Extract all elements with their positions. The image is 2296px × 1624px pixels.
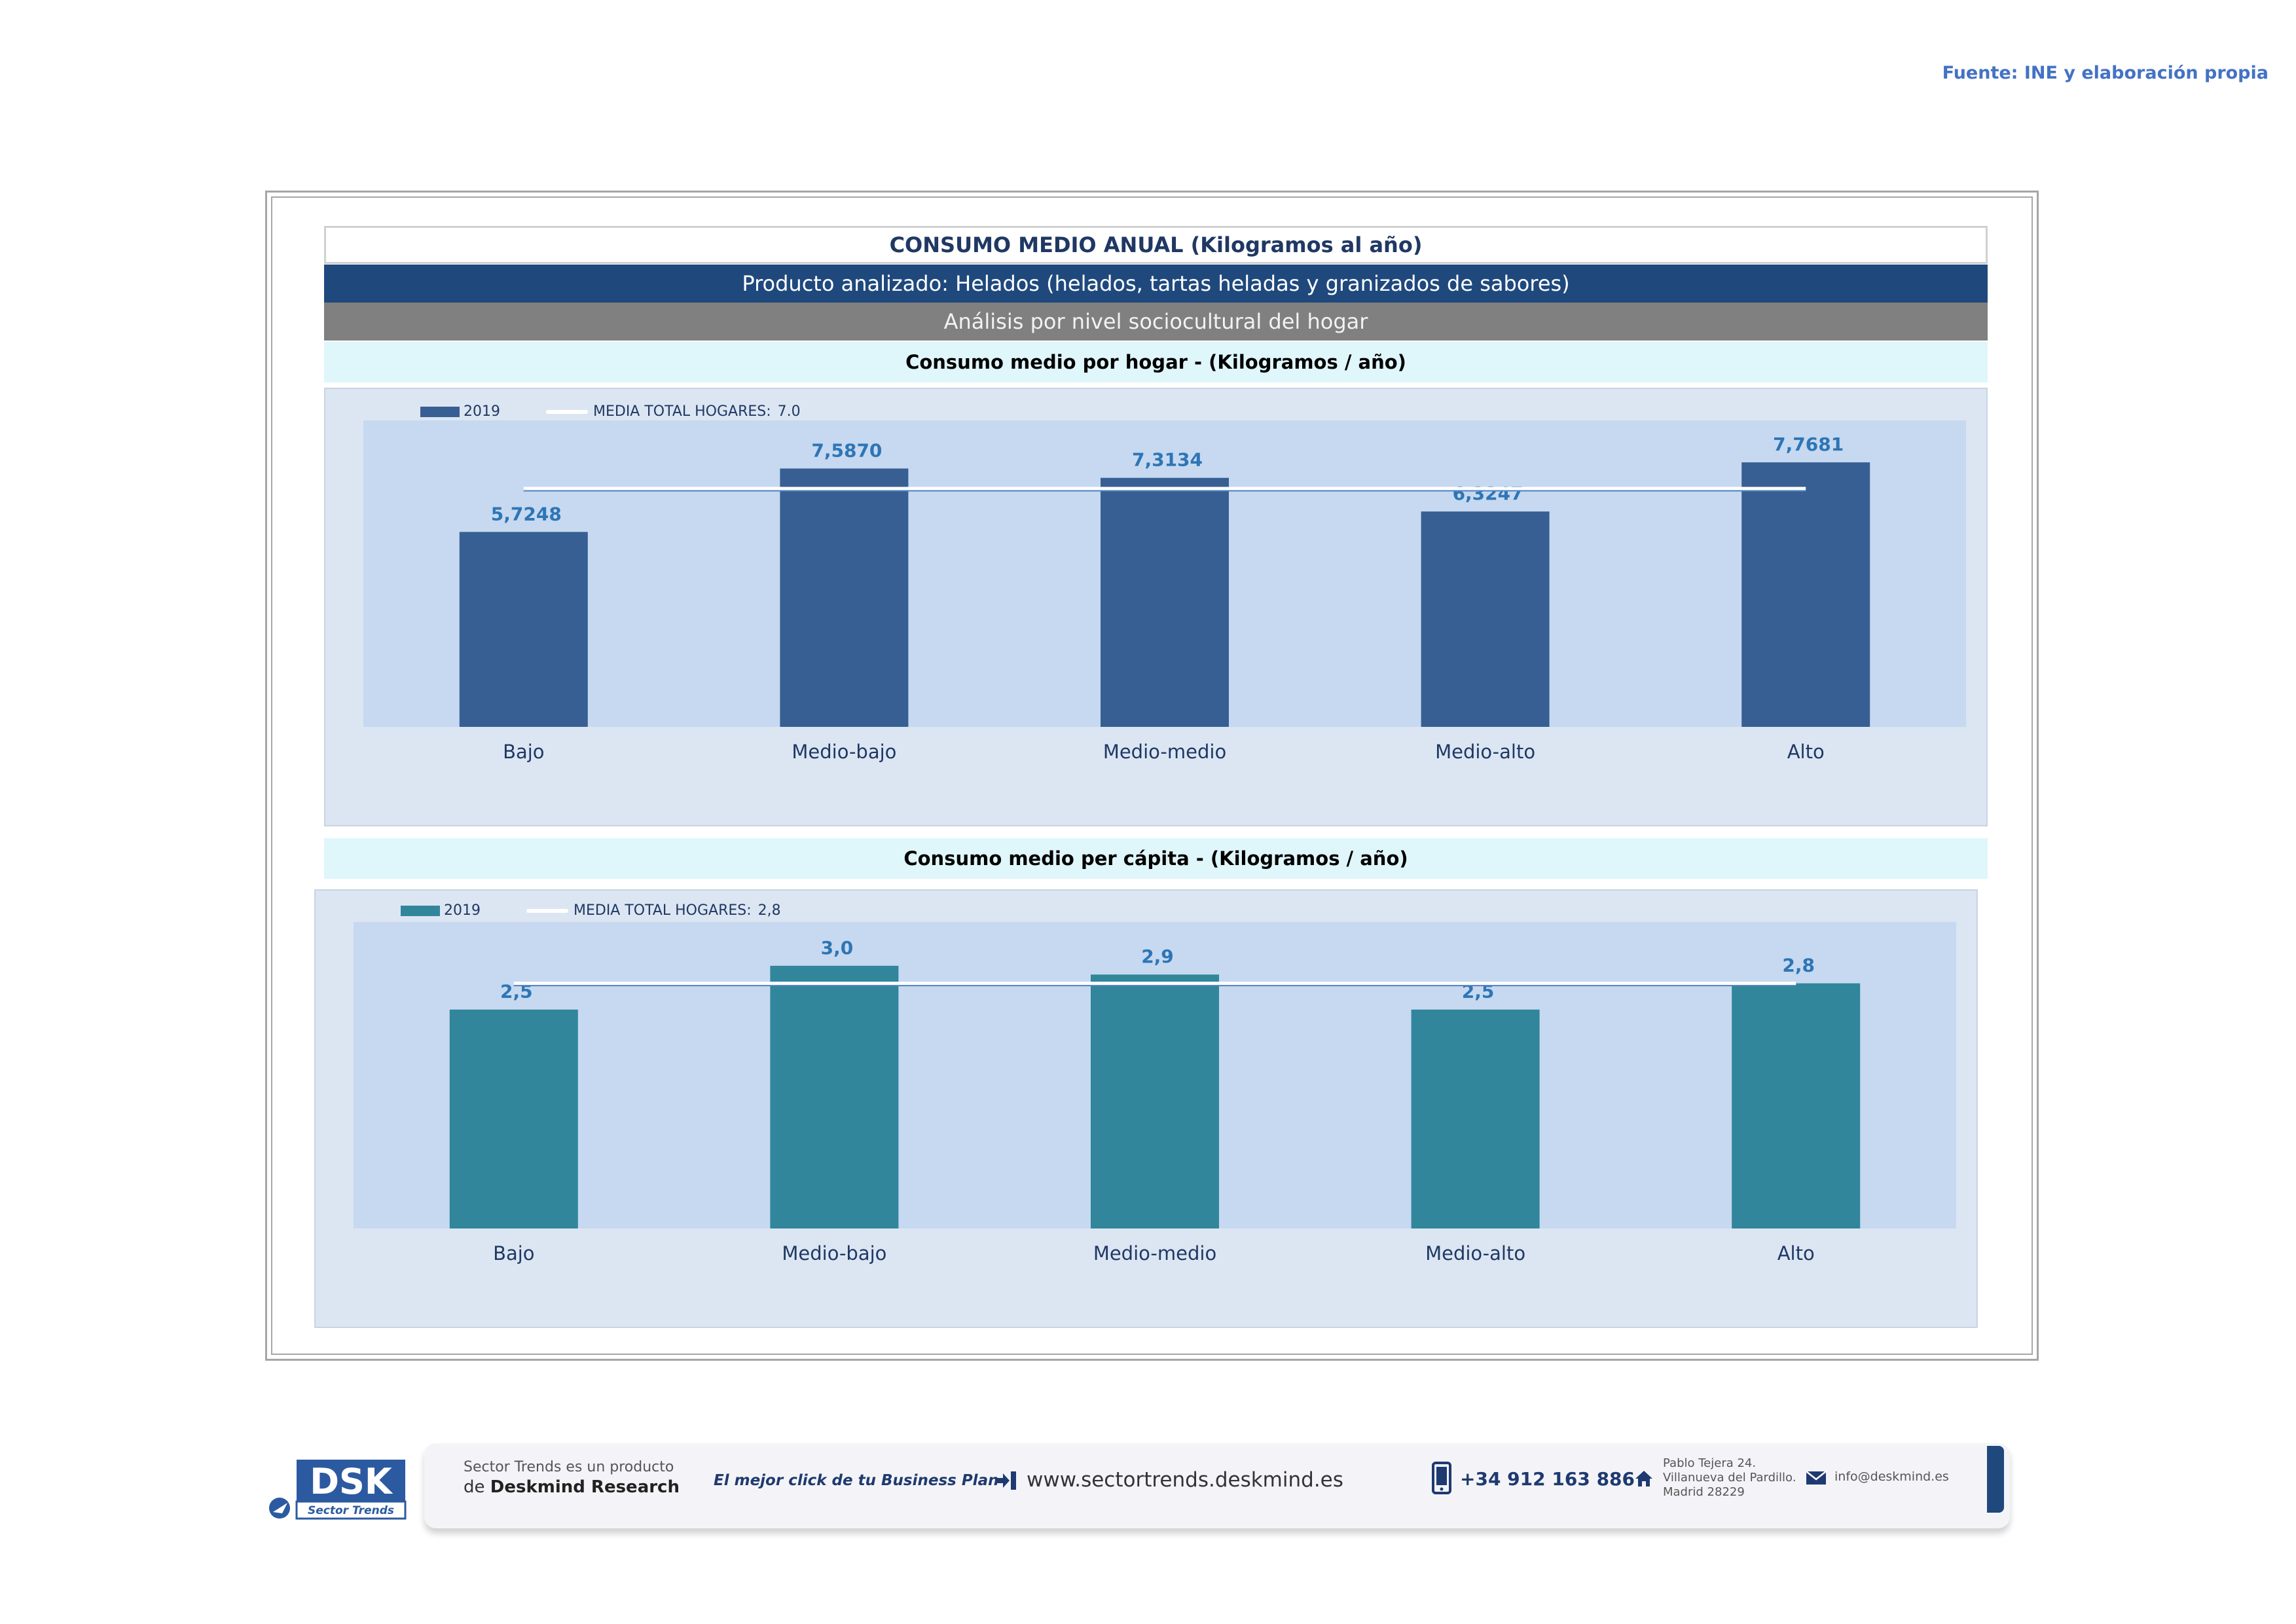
dsk-logo: DSK Sector Trends (265, 1460, 407, 1520)
bar-bajo (459, 532, 588, 727)
data-label-alto: 2,8 (1782, 955, 1815, 976)
chart1-legend: 2019 MEDIA TOTAL HOGARES: 7.0 (420, 403, 801, 420)
footer-product-line2: de Deskmind Research (464, 1477, 680, 1497)
arrow-in-icon (994, 1469, 1019, 1492)
legend-reference-value: 7.0 (777, 403, 801, 420)
tick-label-bajo: Bajo (503, 741, 544, 763)
legend-swatch-2019 (401, 905, 440, 916)
bar-medio-alto (1421, 511, 1550, 727)
address-line-2: Villanueva del Pardillo. (1663, 1471, 1796, 1485)
footer-website[interactable]: www.sectortrends.deskmind.es (1027, 1468, 1343, 1492)
address-line-3: Madrid 28229 (1663, 1485, 1745, 1499)
data-label-medio-medio: 2,9 (1141, 946, 1174, 967)
tick-label-medio-alto: Medio-alto (1435, 741, 1535, 763)
chart1-svg: 5,7248 Bajo 7,5870 Medio-bajo 7,3134 Medio-me… (363, 420, 1966, 763)
legend-swatch-2019 (420, 406, 460, 417)
legend-line-swatch (526, 908, 568, 913)
tick-label-medio-medio: Medio-medio (1103, 741, 1226, 763)
report-title: CONSUMO MEDIO ANUAL (Kilogramos al año) (324, 226, 1988, 264)
tick-label-alto: Alto (1777, 1242, 1815, 1264)
data-label-medio-alto: 6,3247 (1453, 483, 1523, 504)
mail-icon (1806, 1471, 1827, 1485)
tick-label-medio-bajo: Medio-bajo (792, 741, 896, 763)
product-banner: Producto analizado: Helados (helados, ta… (324, 265, 1988, 303)
tick-label-medio-medio: Medio-medio (1093, 1242, 1216, 1264)
chart1-title: Consumo medio por hogar - (Kilogramos / … (324, 342, 1988, 382)
bar-medio-alto (1411, 1009, 1540, 1228)
data-label-bajo: 5,7248 (491, 503, 562, 525)
bar-medio-bajo (780, 468, 909, 727)
tick-label-medio-bajo: Medio-bajo (782, 1242, 886, 1264)
home-icon (1634, 1469, 1654, 1488)
phone-icon (1431, 1462, 1452, 1494)
legend-series-label: 2019 (444, 902, 481, 919)
legend-line-swatch (546, 409, 588, 414)
bar-bajo (449, 1009, 578, 1228)
data-label-alto: 7,7681 (1773, 434, 1844, 455)
footer-phone[interactable]: +34 912 163 886 (1460, 1468, 1635, 1490)
analysis-banner: Análisis por nivel sociocultural del hog… (324, 303, 1988, 341)
bar-alto (1732, 983, 1861, 1228)
bar-medio-medio (1101, 477, 1229, 727)
tick-label-bajo: Bajo (493, 1242, 534, 1264)
footer-email[interactable]: info@deskmind.es (1834, 1469, 1949, 1484)
bar-medio-bajo (770, 965, 899, 1228)
data-label-medio-bajo: 3,0 (821, 937, 854, 959)
footer-product-prefix: de (464, 1477, 485, 1497)
data-label-medio-medio: 7,3134 (1132, 449, 1203, 471)
source-note: Fuente: INE y elaboración propia (1942, 63, 2269, 83)
legend-series-label: 2019 (464, 403, 500, 420)
footer-product-line1: Sector Trends es un producto (464, 1459, 674, 1475)
footer-bar (424, 1443, 2010, 1528)
bar-alto (1741, 462, 1870, 727)
report-frame (265, 191, 2039, 1361)
address-line-1: Pablo Tejera 24. (1663, 1456, 1757, 1470)
legend-reference-value: 2,8 (757, 902, 781, 919)
data-label-medio-bajo: 7,5870 (811, 439, 882, 461)
logo-subtext: Sector Trends (308, 1504, 394, 1517)
legend-reference-label: MEDIA TOTAL HOGARES: (574, 902, 752, 919)
report-frame-inner (271, 196, 2033, 1355)
tick-label-medio-alto: Medio-alto (1425, 1242, 1525, 1264)
legend-reference-label: MEDIA TOTAL HOGARES: (593, 403, 771, 420)
bar-medio-medio (1091, 974, 1219, 1228)
footer-accent (1987, 1446, 2004, 1513)
tick-label-alto: Alto (1787, 741, 1825, 763)
footer-address: Pablo Tejera 24. Villanueva del Pardillo… (1663, 1456, 1796, 1500)
logo-text: DSK (310, 1460, 392, 1502)
footer-slogan: El mejor click de tu Business Plan (714, 1472, 999, 1489)
chart2-svg: 2,5Bajo3,0Medio-bajo2,9Medio-medio2,5Med… (354, 922, 1956, 1264)
chart2-title: Consumo medio per cápita - (Kilogramos /… (324, 838, 1988, 879)
chart2-legend: 2019 MEDIA TOTAL HOGARES: 2,8 (401, 902, 781, 919)
footer-brand: Deskmind Research (490, 1477, 680, 1497)
